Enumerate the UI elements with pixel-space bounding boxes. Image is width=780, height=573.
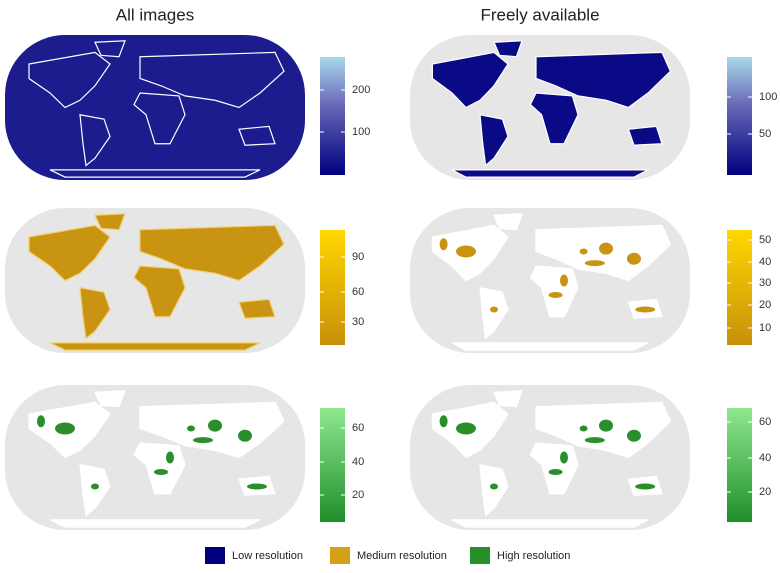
land bbox=[49, 342, 261, 351]
data-region bbox=[560, 274, 568, 287]
colorbar bbox=[320, 57, 345, 175]
colorbar-tick-label: 200 bbox=[352, 84, 370, 96]
land bbox=[493, 213, 523, 231]
data-region bbox=[599, 419, 613, 432]
legend-swatch bbox=[330, 547, 350, 564]
land bbox=[493, 390, 523, 408]
land bbox=[79, 114, 111, 167]
data-region bbox=[456, 422, 476, 435]
legend-label: High resolution bbox=[497, 550, 570, 562]
colorbar bbox=[727, 408, 752, 522]
land bbox=[451, 519, 649, 528]
land bbox=[139, 224, 285, 282]
land bbox=[133, 92, 186, 145]
land bbox=[94, 40, 126, 58]
data-region bbox=[627, 429, 641, 442]
legend-label: Medium resolution bbox=[357, 550, 447, 562]
colorbar-tick-label: 100 bbox=[759, 91, 777, 103]
data-region bbox=[456, 245, 476, 258]
land bbox=[28, 224, 111, 282]
data-region bbox=[548, 292, 563, 298]
data-region bbox=[154, 469, 168, 475]
land bbox=[139, 51, 285, 109]
land bbox=[431, 51, 509, 109]
land bbox=[479, 287, 509, 340]
data-region bbox=[584, 437, 605, 444]
land bbox=[49, 169, 261, 178]
map bbox=[410, 208, 690, 353]
colorbar-tick-label: 20 bbox=[759, 299, 771, 311]
colorbar-tick-label: 90 bbox=[352, 251, 364, 263]
land bbox=[28, 51, 111, 109]
data-region bbox=[208, 419, 222, 432]
colorbar-tick-label: 40 bbox=[759, 452, 771, 464]
land bbox=[79, 464, 111, 517]
data-region bbox=[91, 483, 99, 490]
column-title: Freely available bbox=[480, 5, 599, 24]
land bbox=[479, 464, 509, 517]
colorbar-tick-label: 100 bbox=[352, 126, 370, 138]
data-region bbox=[166, 451, 174, 464]
data-region bbox=[635, 483, 656, 490]
land bbox=[79, 287, 111, 340]
colorbar-tick-label: 40 bbox=[759, 256, 771, 268]
colorbar-tick-label: 20 bbox=[352, 489, 364, 501]
colorbar-tick-label: 30 bbox=[352, 316, 364, 328]
colorbar bbox=[320, 230, 345, 345]
map bbox=[5, 35, 305, 180]
colorbar-tick-label: 50 bbox=[759, 128, 771, 140]
land bbox=[238, 298, 276, 319]
land bbox=[94, 213, 126, 231]
data-region bbox=[439, 238, 448, 251]
data-region bbox=[490, 306, 498, 313]
data-region bbox=[247, 483, 267, 490]
colorbar bbox=[727, 57, 752, 175]
land bbox=[529, 92, 579, 145]
colorbar-tick-label: 30 bbox=[759, 277, 771, 289]
land bbox=[238, 125, 276, 146]
colorbar-tick-label: 60 bbox=[759, 416, 771, 428]
land bbox=[49, 519, 261, 528]
colorbar-tick-label: 60 bbox=[352, 286, 364, 298]
data-region bbox=[55, 422, 75, 435]
colorbar bbox=[320, 408, 345, 522]
legend-swatch bbox=[205, 547, 225, 564]
land bbox=[451, 169, 649, 178]
data-region bbox=[579, 425, 588, 432]
land bbox=[535, 51, 672, 109]
map bbox=[5, 385, 305, 530]
data-region bbox=[439, 415, 448, 428]
land bbox=[627, 125, 663, 146]
data-region bbox=[635, 306, 656, 313]
data-region bbox=[579, 248, 588, 255]
data-region bbox=[599, 242, 613, 255]
colorbar bbox=[727, 230, 752, 345]
legend-label: Low resolution bbox=[232, 550, 303, 562]
colorbar-tick-label: 60 bbox=[352, 422, 364, 434]
land bbox=[133, 265, 186, 318]
map bbox=[410, 385, 690, 530]
data-region bbox=[584, 260, 605, 267]
data-region bbox=[193, 437, 213, 444]
data-region bbox=[187, 425, 195, 432]
legend-swatch bbox=[470, 547, 490, 564]
land bbox=[451, 342, 649, 351]
data-region bbox=[238, 429, 252, 442]
data-region bbox=[627, 252, 641, 265]
column-title: All images bbox=[116, 5, 194, 24]
map bbox=[410, 35, 690, 180]
colorbar-tick-label: 40 bbox=[352, 456, 364, 468]
land bbox=[479, 114, 509, 167]
land bbox=[94, 390, 126, 408]
map bbox=[5, 208, 305, 353]
land bbox=[493, 40, 523, 58]
data-region bbox=[560, 451, 568, 464]
data-region bbox=[490, 483, 498, 490]
colorbar-tick-label: 50 bbox=[759, 234, 771, 246]
data-region bbox=[548, 469, 563, 475]
colorbar-tick-label: 20 bbox=[759, 486, 771, 498]
data-region bbox=[37, 415, 45, 428]
colorbar-tick-label: 10 bbox=[759, 322, 771, 334]
